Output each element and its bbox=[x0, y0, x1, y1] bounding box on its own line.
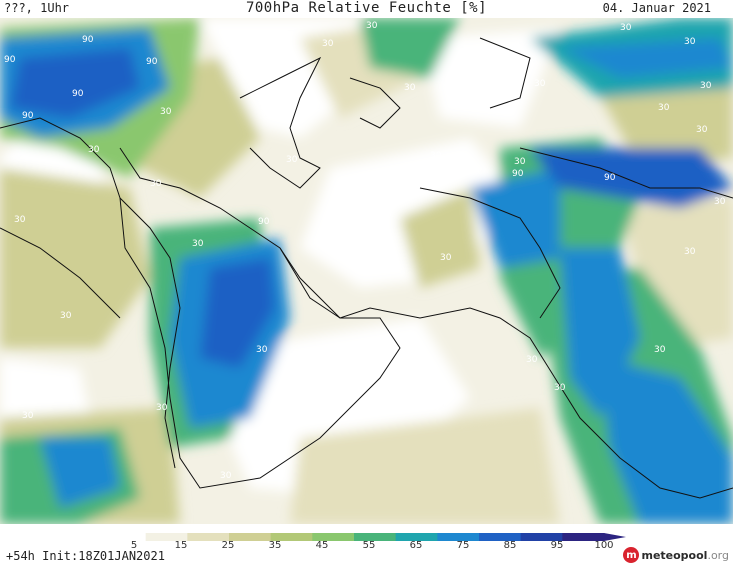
contour-label: 30 bbox=[60, 311, 72, 321]
contour-label: 30 bbox=[14, 215, 26, 225]
contour-label: 30 bbox=[440, 253, 452, 263]
contour-label: 30 bbox=[684, 37, 696, 47]
colorbar-segment bbox=[395, 533, 438, 541]
contour-label: 30 bbox=[514, 157, 526, 167]
contour-label: 90 bbox=[4, 55, 16, 65]
colorbar-tick-label: 85 bbox=[503, 540, 517, 551]
contour-label: 30 bbox=[322, 39, 334, 49]
logo-tld: .org bbox=[707, 548, 729, 562]
contour-label: 90 bbox=[22, 111, 34, 121]
colorbar bbox=[104, 528, 629, 541]
map-title: 700hPa Relative Feuchte [%] bbox=[245, 0, 488, 16]
colorbar-tick-label: 75 bbox=[456, 540, 470, 551]
colorbar-segment bbox=[520, 533, 563, 541]
coastlines bbox=[0, 37, 733, 499]
logo-text: meteopool.org bbox=[641, 549, 729, 562]
colorbar-segment bbox=[187, 533, 230, 541]
colorbar-tick-label: 15 bbox=[174, 540, 188, 551]
colorbar-tick-label: 100 bbox=[594, 540, 614, 551]
contour-label: 30 bbox=[286, 155, 298, 165]
contour-label: 30 bbox=[534, 79, 546, 89]
contour-label: 30 bbox=[658, 103, 670, 113]
contour-label: 30 bbox=[220, 471, 232, 481]
contour-label: 30 bbox=[366, 21, 378, 31]
colorbar-segment bbox=[270, 533, 313, 541]
contour-label: 90 bbox=[146, 57, 158, 67]
colorbar-segment bbox=[437, 533, 480, 541]
contour-label: 30 bbox=[526, 355, 538, 365]
colorbar-tick-label: 65 bbox=[409, 540, 423, 551]
init-time-label: +54h Init:18Z01JAN2021 bbox=[6, 549, 165, 563]
contour-labels: 90 90 90 90 90 30 30 30 30 30 30 30 30 3… bbox=[4, 21, 726, 481]
colorbar-tick-label: 35 bbox=[268, 540, 282, 551]
meteopool-logo-icon: m bbox=[623, 547, 640, 563]
contour-label: 30 bbox=[654, 345, 666, 355]
colorbar-segment bbox=[562, 533, 605, 541]
contour-label: 90 bbox=[604, 173, 616, 183]
humidity-map-svg: 90 90 90 90 90 30 30 30 30 30 30 30 30 3… bbox=[0, 18, 733, 524]
contour-label: 90 bbox=[258, 217, 270, 227]
colorbar-tick-label: 5 bbox=[130, 540, 138, 551]
humidity-fields bbox=[0, 18, 733, 524]
colorbar-tick-label: 45 bbox=[315, 540, 329, 551]
colorbar-segment bbox=[312, 533, 355, 541]
contour-label: 30 bbox=[620, 23, 632, 33]
contour-label: 30 bbox=[430, 151, 442, 161]
forecast-date: 04. Januar 2021 bbox=[602, 1, 711, 15]
colorbar-segment bbox=[145, 533, 188, 541]
contour-label: 30 bbox=[696, 125, 708, 135]
colorbar-segment bbox=[104, 533, 147, 541]
contour-label: 30 bbox=[150, 179, 162, 189]
contour-label: 30 bbox=[192, 239, 204, 249]
contour-label: 90 bbox=[72, 89, 84, 99]
colorbar-segment bbox=[479, 533, 522, 541]
contour-label: 30 bbox=[88, 145, 100, 155]
contour-label: 30 bbox=[700, 81, 712, 91]
contour-label: 30 bbox=[160, 107, 172, 117]
meteopool-logo[interactable]: m meteopool.org bbox=[623, 546, 729, 564]
contour-label: 30 bbox=[156, 403, 168, 413]
contour-label: 90 bbox=[82, 35, 94, 45]
colorbar-segment bbox=[354, 533, 397, 541]
contour-label: 30 bbox=[22, 411, 34, 421]
forecast-time-label: ???, 1Uhr bbox=[4, 1, 70, 15]
colorbar-segment bbox=[229, 533, 272, 541]
colorbar-tick-label: 55 bbox=[362, 540, 376, 551]
colorbar-arrow bbox=[604, 533, 626, 541]
logo-brand: meteopool bbox=[641, 548, 708, 562]
contour-label: 30 bbox=[714, 197, 726, 207]
contour-label: 30 bbox=[554, 383, 566, 393]
contour-label: 90 bbox=[512, 169, 524, 179]
colorbar-svg bbox=[104, 533, 626, 541]
contour-label: 30 bbox=[404, 83, 416, 93]
contour-label: 30 bbox=[380, 211, 392, 221]
colorbar-tick-label: 25 bbox=[221, 540, 235, 551]
colorbar-tick-label: 95 bbox=[550, 540, 564, 551]
contour-label: 30 bbox=[256, 345, 268, 355]
contour-label: 30 bbox=[684, 247, 696, 257]
humidity-map: 90 90 90 90 90 30 30 30 30 30 30 30 30 3… bbox=[0, 18, 733, 524]
